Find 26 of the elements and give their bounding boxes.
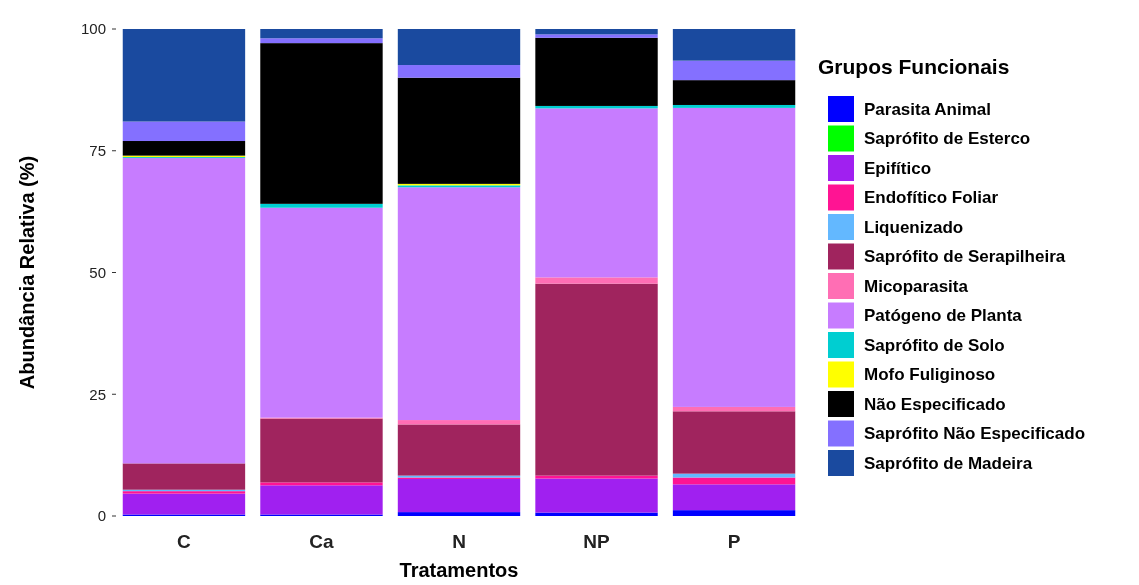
legend-label: Patógeno de Planta bbox=[864, 306, 1023, 326]
x-tick-label: C bbox=[177, 531, 192, 552]
legend-label: Liquenizado bbox=[864, 217, 964, 237]
legend-label: Saprófito de Madeira bbox=[864, 453, 1033, 473]
legend-label: Endofítico Foliar bbox=[864, 188, 999, 208]
legend-label: Saprófito Não Especificado bbox=[864, 424, 1086, 444]
x-tick-label: Ca bbox=[309, 531, 335, 552]
legend-label: Epifítico bbox=[864, 158, 932, 178]
y-tick-label: 50 bbox=[89, 263, 106, 281]
y-tick-label: 25 bbox=[89, 385, 106, 403]
y-axis-title: Abundância Relativa (%) bbox=[16, 155, 38, 390]
legend-label: Saprófito de Esterco bbox=[864, 129, 1031, 149]
x-tick-label: N bbox=[452, 531, 466, 552]
x-tick-label: NP bbox=[583, 531, 611, 552]
x-tick-label: P bbox=[727, 531, 741, 552]
legend-label: Saprófito de Serapilheira bbox=[864, 247, 1066, 267]
legend-label: Mofo Fuliginoso bbox=[864, 365, 996, 385]
legend-label: Saprófito de Solo bbox=[864, 335, 1005, 355]
y-tick-label: 100 bbox=[80, 20, 106, 38]
legend-label: Micoparasita bbox=[864, 276, 969, 296]
legend-label: Parasita Animal bbox=[864, 99, 991, 119]
y-tick-label: 0 bbox=[97, 507, 106, 525]
legend-title: Grupos Funcionais bbox=[818, 55, 1010, 78]
x-axis-title: Tratamentos bbox=[399, 559, 519, 581]
y-tick-label: 75 bbox=[89, 142, 106, 159]
legend-label: Não Especificado bbox=[864, 394, 1006, 414]
